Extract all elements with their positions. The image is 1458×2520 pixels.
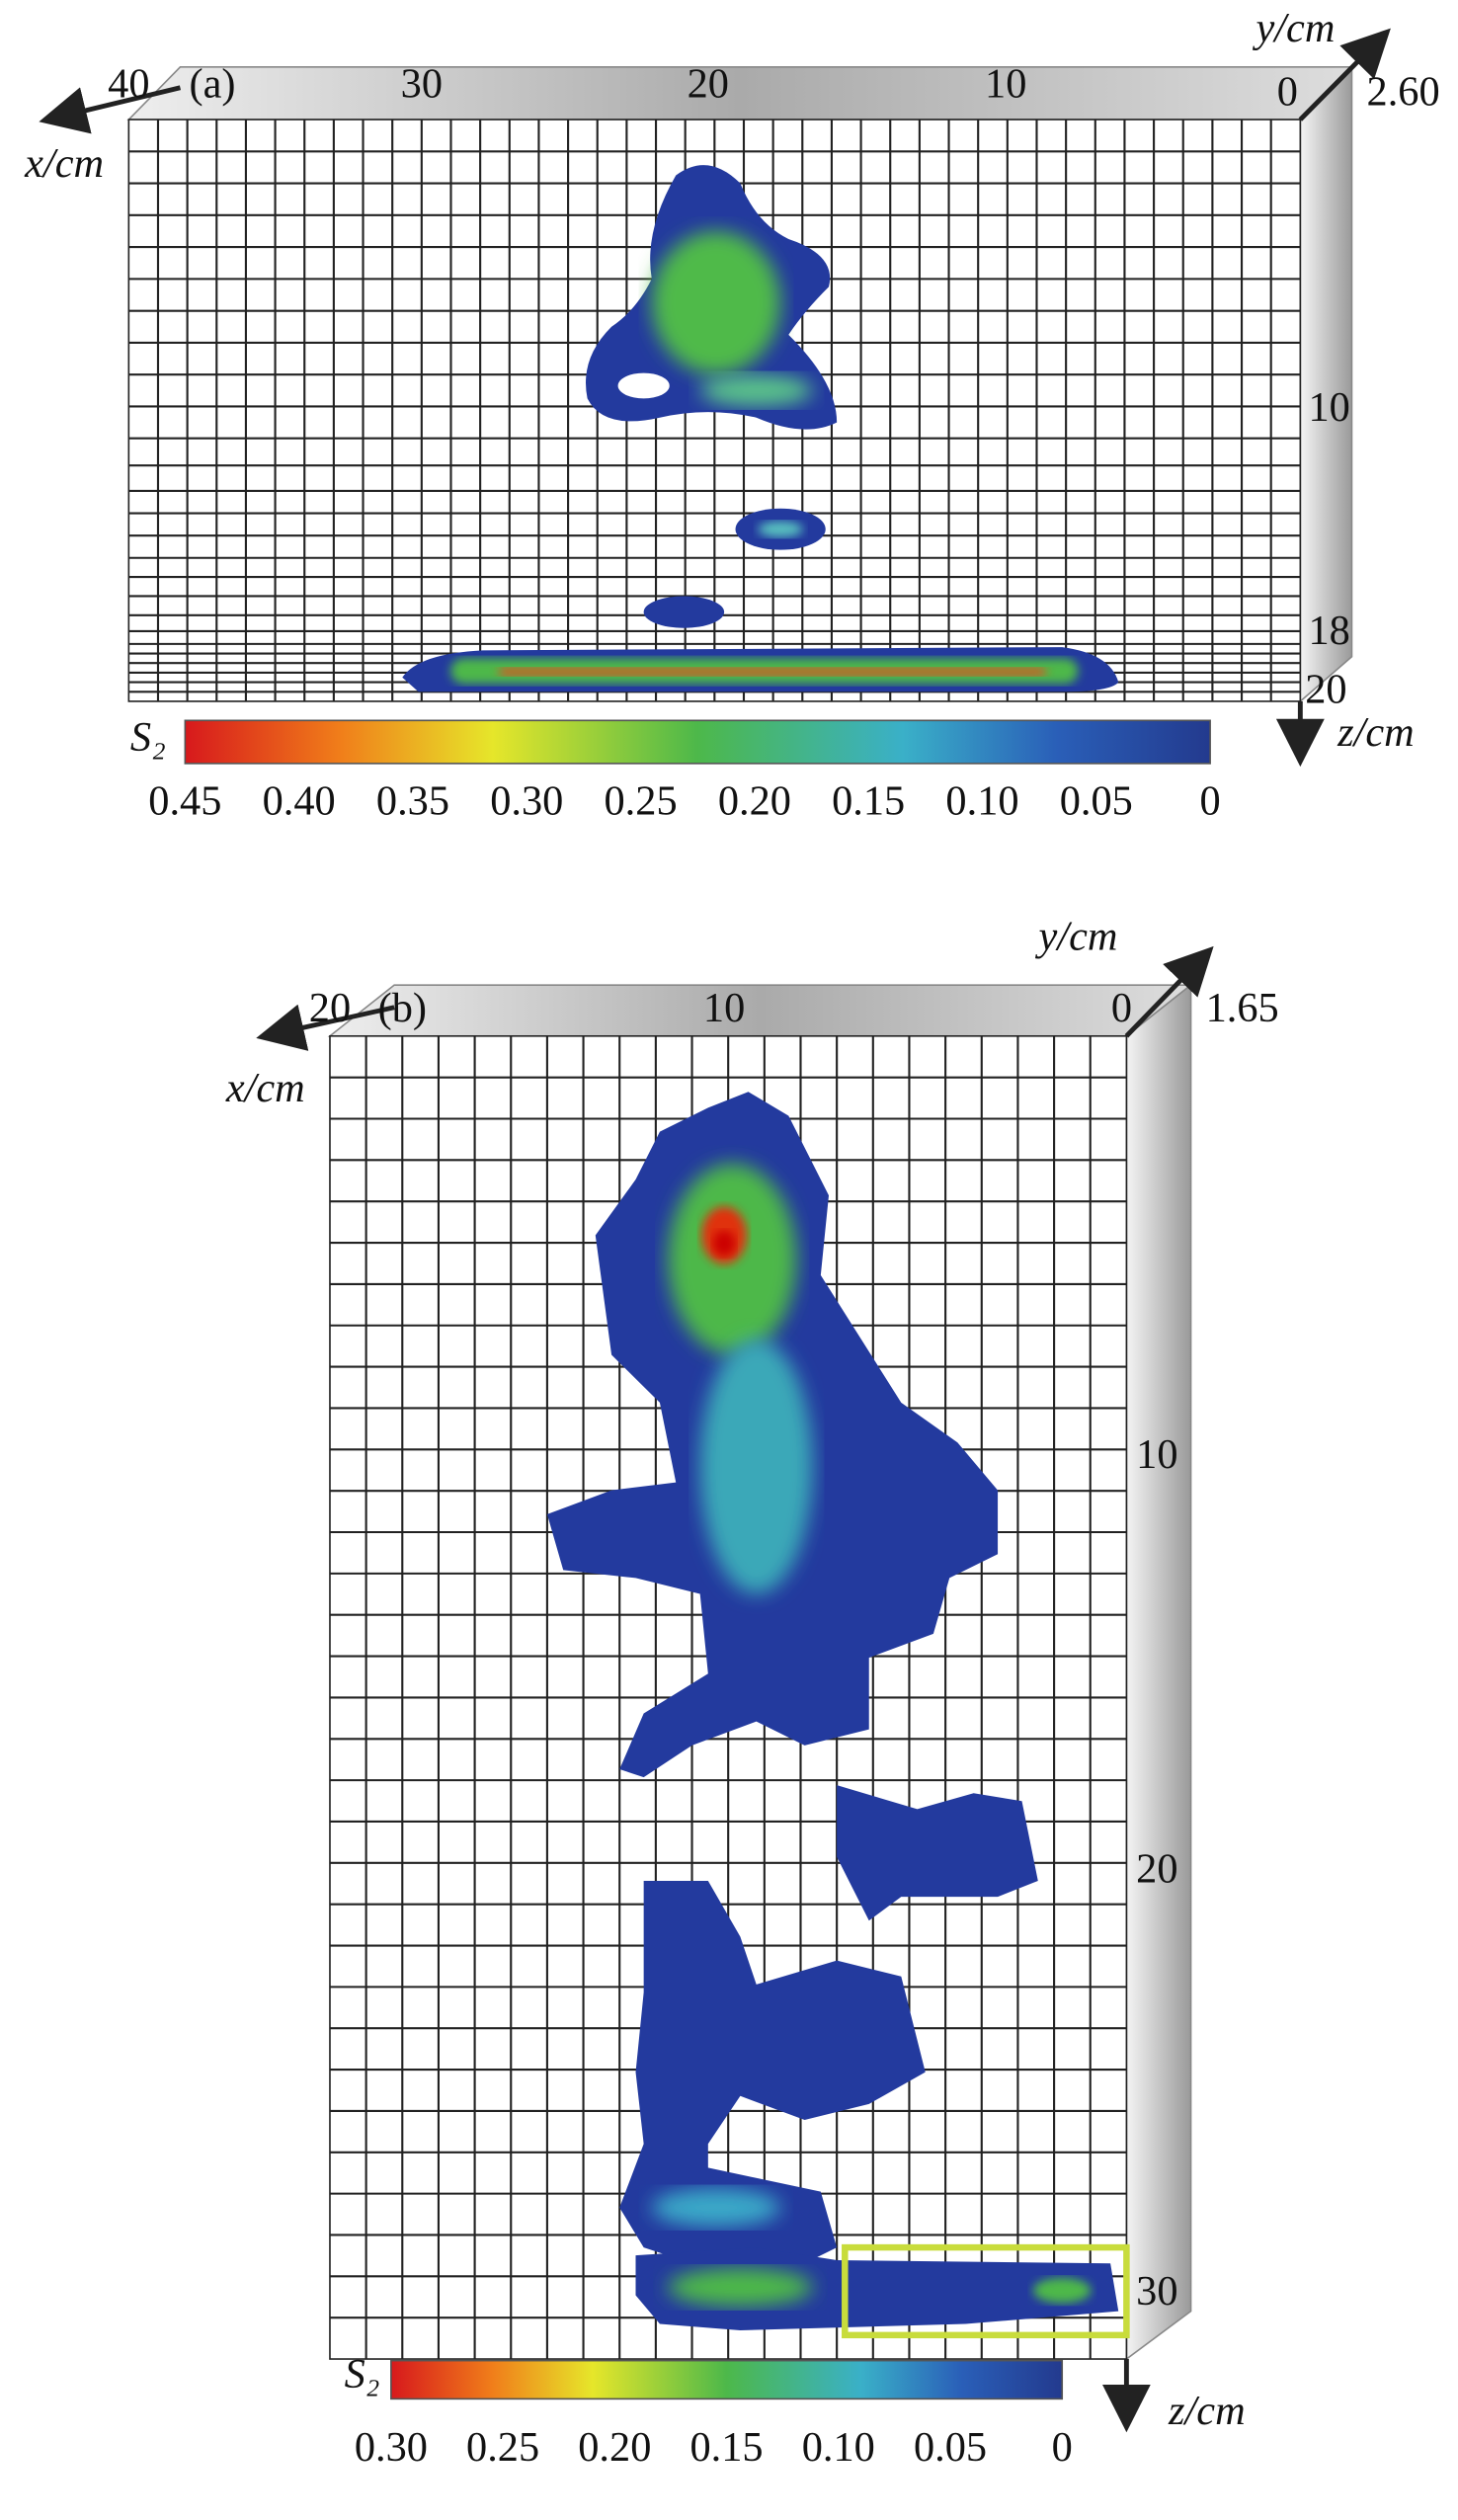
contour [402, 165, 1119, 692]
colorbar-tick-label: 0 [1052, 2424, 1073, 2471]
y-tick-label: 0 [1277, 69, 1298, 116]
colorbar-tick-label: 0.25 [466, 2424, 539, 2471]
panel-a [39, 28, 1391, 768]
colorbar-tick-label: 0.30 [490, 778, 563, 825]
z-axis-label: z/cm [1168, 2388, 1246, 2434]
colorbar-tick-label: 0 [1200, 778, 1221, 825]
y-tick-label: 20 [309, 985, 351, 1031]
y-tick-label: 40 [108, 61, 149, 108]
colorbar-tick-label: 0.15 [690, 2424, 764, 2471]
panel-label: (a) [190, 61, 236, 108]
z-tick-label: 18 [1308, 608, 1349, 654]
highlight-box [842, 2243, 1130, 2339]
colorbar-label: S₂ [130, 714, 166, 761]
colorbar-label: S₂ [345, 2351, 380, 2398]
colorbar-tick-label: 0.20 [578, 2424, 651, 2471]
colorbar [184, 719, 1211, 765]
x-axis-label: x/cm [225, 1065, 305, 1111]
z-tick-label: 20 [1136, 1846, 1177, 1893]
colorbar-tick-label: 0.05 [1060, 778, 1133, 825]
colorbar-tick-label: 0.40 [263, 778, 336, 825]
contour [546, 1092, 1119, 2330]
y-tick-label: 30 [401, 61, 443, 108]
colorbar-tick-label: 0.35 [376, 778, 449, 825]
x-axis-label: x/cm [24, 140, 104, 187]
z-tick-label: 30 [1136, 2268, 1177, 2315]
colorbar-tick-label: 0.45 [148, 778, 221, 825]
colorbar-tick-label: 0.10 [945, 778, 1018, 825]
colorbar-tick-label: 0.25 [605, 778, 678, 825]
colorbar [390, 2359, 1064, 2400]
z-tick-label: 20 [1305, 667, 1346, 713]
panel-b [256, 945, 1214, 2433]
z-tick-label: 10 [1308, 384, 1349, 431]
colorbar-tick-label: 0.15 [832, 778, 905, 825]
colorbar-tick-label: 0.10 [802, 2424, 875, 2471]
y-axis-label: y/cm [1035, 914, 1118, 960]
y-tick-label: 0 [1111, 985, 1132, 1031]
y-axis-label: y/cm [1252, 5, 1335, 51]
y-tick-label: 10 [703, 985, 745, 1031]
colorbar-tick-label: 0.30 [355, 2424, 428, 2471]
depth-label: 2.60 [1367, 69, 1440, 116]
top-face [126, 65, 1354, 121]
y-tick-label: 10 [985, 61, 1026, 108]
colorbar-tick-label: 0.20 [718, 778, 791, 825]
colorbar-tick-label: 0.05 [914, 2424, 987, 2471]
panel-label: (b) [378, 985, 427, 1031]
y-tick-label: 20 [688, 61, 729, 108]
top-face [327, 984, 1193, 1037]
depth-label: 1.65 [1206, 985, 1279, 1031]
side-face [1125, 983, 1192, 2361]
z-axis-label: z/cm [1336, 709, 1415, 756]
z-tick-label: 10 [1136, 1431, 1177, 1478]
